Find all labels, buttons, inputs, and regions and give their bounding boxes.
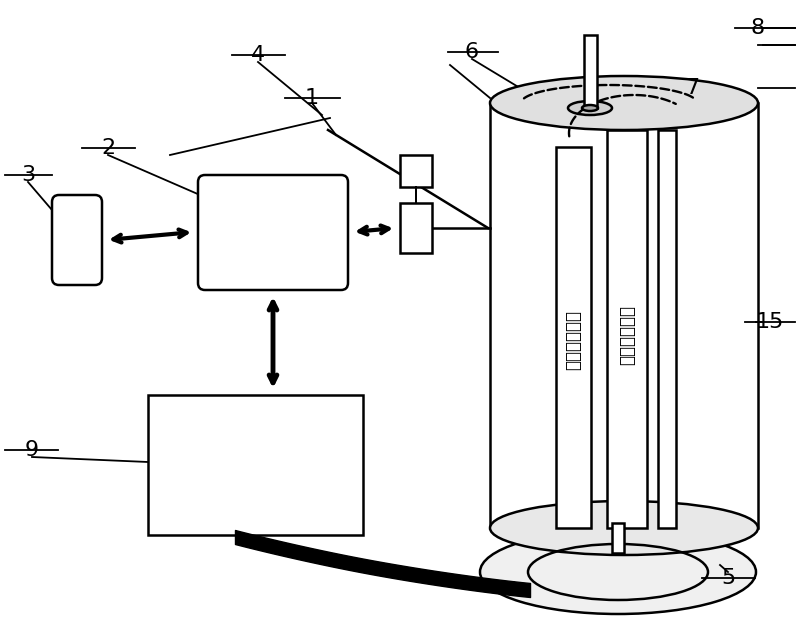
Text: 1: 1: [305, 88, 319, 108]
FancyBboxPatch shape: [52, 195, 102, 285]
Text: 7: 7: [685, 78, 699, 98]
Ellipse shape: [568, 101, 612, 115]
Text: 接收天线阵列: 接收天线阵列: [564, 310, 582, 370]
FancyBboxPatch shape: [198, 175, 348, 290]
Bar: [584, 35, 597, 108]
Ellipse shape: [490, 501, 758, 555]
Ellipse shape: [480, 530, 756, 614]
Text: 发射天线阵列: 发射天线阵列: [618, 305, 636, 365]
Bar: [148, 395, 363, 535]
Text: 3: 3: [21, 165, 35, 185]
Text: 8: 8: [751, 18, 765, 38]
Text: 9: 9: [25, 440, 39, 460]
Bar: [400, 155, 432, 187]
Ellipse shape: [582, 105, 598, 111]
Bar: [612, 523, 624, 553]
Bar: [658, 130, 676, 528]
Bar: [556, 147, 591, 528]
Text: 4: 4: [251, 45, 265, 65]
Text: 15: 15: [756, 312, 784, 332]
Bar: [607, 130, 647, 528]
Bar: [400, 203, 432, 253]
Text: 5: 5: [721, 568, 735, 588]
Ellipse shape: [490, 76, 758, 130]
Text: 6: 6: [465, 42, 479, 62]
Text: 2: 2: [101, 138, 115, 158]
